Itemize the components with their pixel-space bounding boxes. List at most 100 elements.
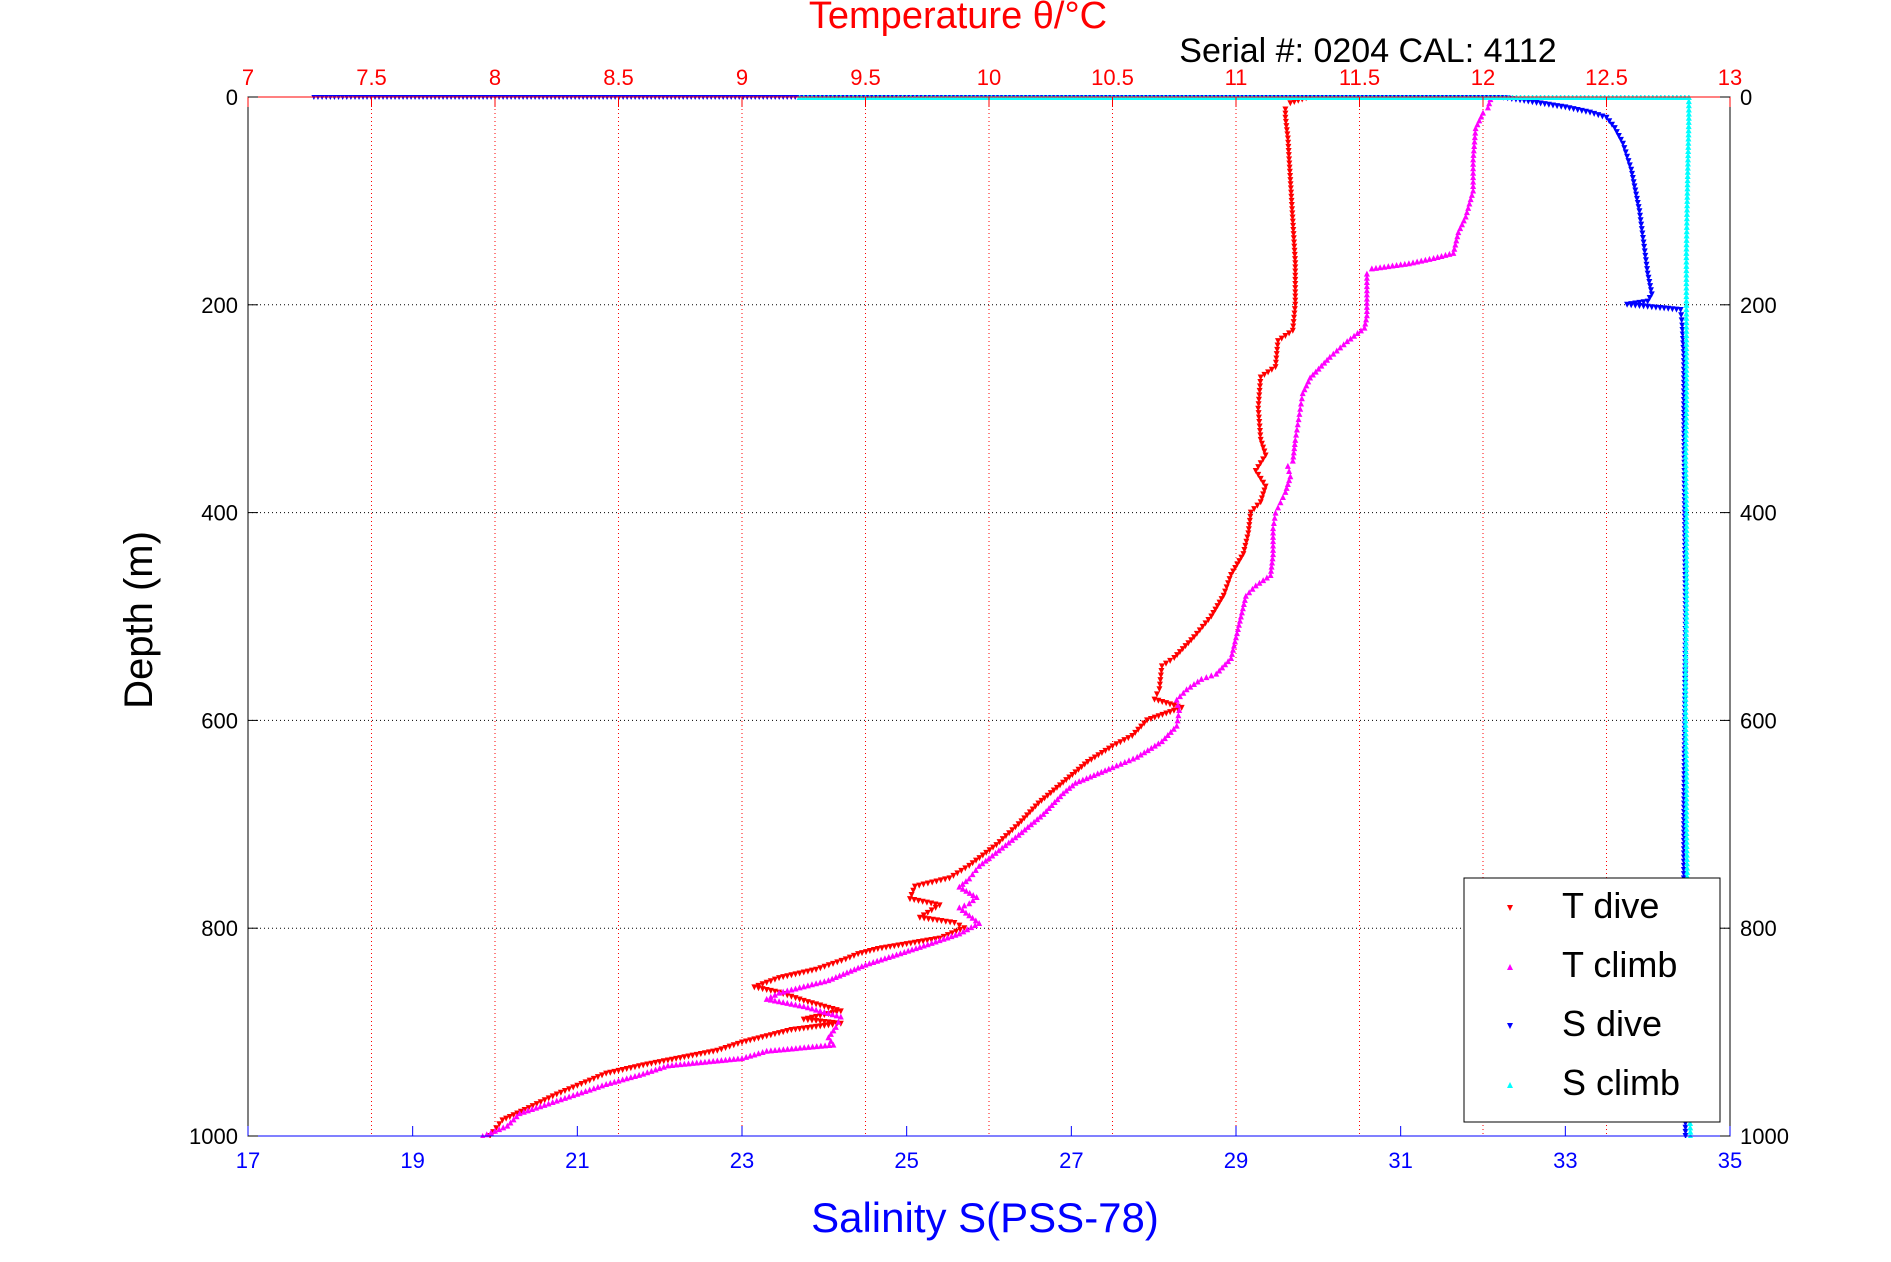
data-point-t-dive — [1047, 790, 1054, 797]
legend-label-t-climb: T climb — [1562, 944, 1677, 985]
data-point-t-dive — [578, 1081, 585, 1088]
data-point-s-climb — [1682, 721, 1689, 728]
data-point-t-dive — [1291, 306, 1298, 313]
data-point-s-climb — [1683, 301, 1690, 308]
data-point-t-dive — [1254, 502, 1261, 509]
data-point-t-climb — [1043, 807, 1050, 814]
data-point-t-climb — [1438, 252, 1445, 259]
data-point-s-climb — [1685, 98, 1692, 105]
data-point-t-dive — [813, 1018, 820, 1025]
data-point-t-dive — [1290, 231, 1297, 238]
data-point-t-climb — [866, 960, 873, 967]
tick-label-depth-left: 200 — [201, 293, 238, 318]
data-point-s-climb — [1683, 816, 1690, 823]
data-point-t-climb — [829, 1011, 836, 1018]
data-point-t-dive — [1135, 726, 1142, 733]
data-point-t-dive — [1241, 547, 1248, 554]
tick-label-depth-right: 800 — [1740, 916, 1777, 941]
data-point-t-climb — [706, 1058, 713, 1065]
tick-label-temperature: 10 — [977, 65, 1001, 90]
data-point-t-climb — [821, 978, 828, 985]
data-point-t-dive — [1261, 448, 1268, 455]
data-point-s-climb — [1683, 565, 1690, 572]
data-point-t-dive — [1260, 456, 1267, 463]
data-point-t-dive — [1291, 239, 1298, 246]
tick-label-salinity: 33 — [1553, 1148, 1577, 1173]
data-point-s-climb — [1683, 773, 1690, 780]
data-point-t-climb — [1069, 782, 1076, 789]
data-point-s-climb — [1683, 427, 1690, 434]
data-point-s-dive — [1613, 129, 1620, 136]
tick-label-temperature: 9 — [736, 65, 748, 90]
data-point-s-climb — [1683, 332, 1690, 339]
data-point-t-dive — [1041, 795, 1048, 802]
data-point-t-climb — [693, 1059, 700, 1066]
data-point-t-climb — [1021, 826, 1028, 833]
data-point-t-dive — [1246, 522, 1253, 529]
data-point-t-climb — [1290, 453, 1297, 460]
data-point-t-dive — [804, 1017, 811, 1024]
data-point-t-climb — [529, 1105, 536, 1112]
data-point-s-dive — [1631, 183, 1638, 190]
data-point-s-dive — [1677, 306, 1684, 313]
data-point-t-climb — [623, 1075, 630, 1082]
data-point-t-dive — [1225, 580, 1232, 587]
data-point-t-dive — [923, 899, 930, 906]
data-point-t-dive — [1282, 114, 1289, 121]
data-point-t-dive — [1292, 293, 1299, 300]
data-point-t-dive — [1257, 374, 1264, 381]
data-point-s-dive — [1637, 217, 1644, 224]
data-point-t-dive — [1141, 720, 1148, 727]
data-point-t-climb — [858, 963, 865, 970]
data-point-t-dive — [1252, 468, 1259, 475]
data-point-t-climb — [792, 985, 799, 992]
data-point-t-dive — [1260, 479, 1267, 486]
data-point-t-dive — [916, 882, 923, 889]
data-point-t-climb — [1242, 592, 1249, 599]
data-point-t-climb — [924, 941, 931, 948]
tick-label-depth-right: 1000 — [1740, 1124, 1789, 1149]
data-point-t-climb — [710, 1057, 717, 1064]
data-point-s-climb — [1685, 152, 1692, 159]
data-point-t-dive — [1246, 517, 1253, 524]
data-point-t-climb — [972, 867, 979, 874]
data-point-t-climb — [640, 1070, 647, 1077]
data-point-t-climb — [1079, 776, 1086, 783]
data-point-t-climb — [644, 1069, 651, 1076]
data-point-t-dive — [920, 912, 927, 919]
data-point-s-climb — [1683, 314, 1690, 321]
data-point-s-climb — [1683, 336, 1690, 343]
data-point-s-dive — [1636, 302, 1643, 309]
data-point-t-dive — [1292, 264, 1299, 271]
data-point-t-climb — [755, 1050, 762, 1057]
data-point-t-dive — [942, 876, 949, 883]
data-point-t-climb — [809, 1043, 816, 1050]
tick-label-depth-right: 400 — [1740, 501, 1777, 526]
data-point-t-climb — [1362, 320, 1369, 327]
data-point-s-climb — [1683, 340, 1690, 347]
data-point-t-climb — [1048, 802, 1055, 809]
data-point-t-climb — [1457, 225, 1464, 232]
data-point-t-climb — [813, 1043, 820, 1050]
data-point-t-climb — [952, 931, 959, 938]
data-point-s-climb — [1683, 284, 1690, 291]
data-point-t-climb — [1235, 621, 1242, 628]
data-point-t-dive — [1289, 214, 1296, 221]
data-point-t-dive — [1223, 584, 1230, 591]
data-point-t-dive — [1167, 657, 1174, 664]
data-point-s-dive — [1606, 118, 1613, 125]
data-point-t-dive — [924, 909, 931, 916]
data-point-t-climb — [1279, 494, 1286, 501]
data-point-s-climb — [1683, 280, 1690, 287]
data-point-s-climb — [1684, 160, 1691, 167]
data-point-t-climb — [487, 1129, 494, 1136]
data-point-t-dive — [1290, 226, 1297, 233]
data-point-t-climb — [827, 1030, 834, 1037]
data-point-s-climb — [1682, 466, 1689, 473]
data-point-t-dive — [1278, 335, 1285, 342]
data-point-t-dive — [817, 1023, 824, 1030]
data-point-t-climb — [759, 1049, 766, 1056]
data-point-t-dive — [1214, 603, 1221, 610]
data-point-t-climb — [607, 1079, 614, 1086]
data-point-t-climb — [747, 1052, 754, 1059]
